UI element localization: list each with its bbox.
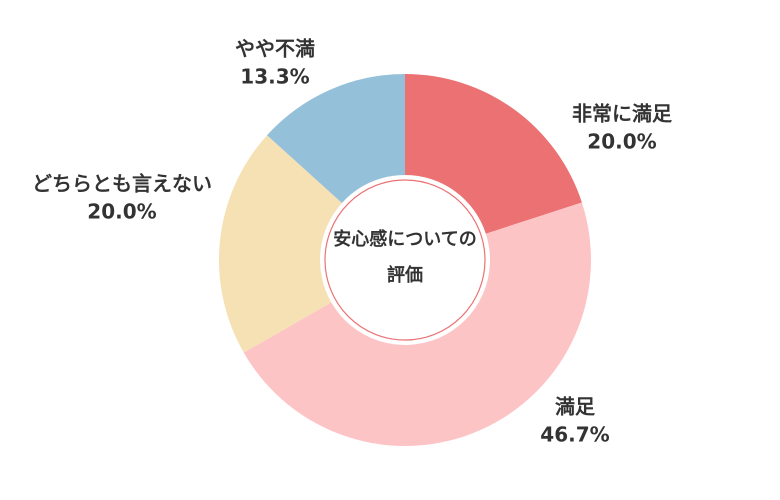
slice-label: 満足 [555, 395, 596, 419]
slice [219, 135, 342, 353]
slice [405, 74, 582, 234]
slice-label: やや不満 [235, 37, 315, 61]
slice [267, 74, 405, 203]
value-label: 13.3% [240, 65, 309, 89]
value-label: 20.0% [587, 130, 656, 154]
slice-label: どちらとも言えない [32, 172, 212, 196]
inner-ring [324, 179, 486, 341]
chart-title: 安心感についての評価 [333, 229, 477, 286]
slice-label: 非常に満足 [572, 102, 673, 126]
slice [243, 202, 591, 446]
value-label: 20.0% [87, 200, 156, 224]
value-label: 46.7% [540, 423, 609, 447]
